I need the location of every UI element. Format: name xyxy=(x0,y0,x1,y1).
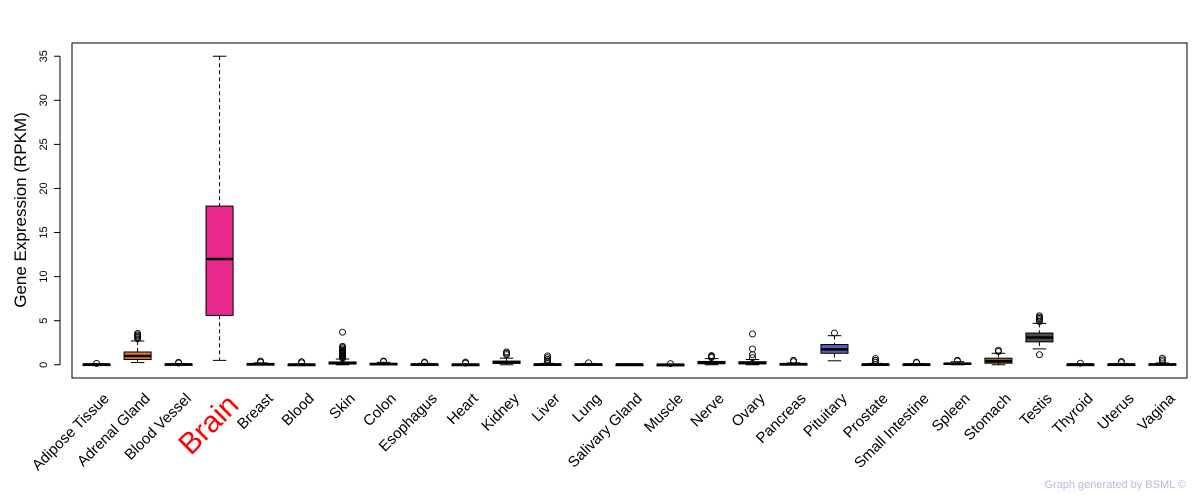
y-tick-label: 15 xyxy=(38,226,50,238)
y-tick-label: 20 xyxy=(38,182,50,194)
box-thyroid xyxy=(1066,359,1095,367)
y-axis-label: Gene Expression (RPKM) xyxy=(11,112,30,308)
x-tick-label: Lung xyxy=(569,390,605,426)
y-tick-label: 35 xyxy=(38,50,50,62)
outlier-point xyxy=(462,358,469,366)
outlier-point xyxy=(585,359,592,367)
outlier-point xyxy=(1035,312,1043,320)
x-tick-label: Kidney xyxy=(478,390,523,435)
x-tick-label: Thyroid xyxy=(1049,390,1096,437)
outlier-point xyxy=(1117,357,1125,365)
x-tick-label: Nerve xyxy=(687,390,727,430)
outlier-point xyxy=(1076,359,1084,367)
outlier-point xyxy=(708,352,715,359)
box-colon xyxy=(369,357,398,366)
outlier-point xyxy=(134,330,142,337)
box-lung xyxy=(574,359,603,367)
y-tick-label: 0 xyxy=(38,362,50,368)
box-skin xyxy=(328,328,357,366)
x-tick-label: Vagina xyxy=(1134,390,1179,435)
outlier-point xyxy=(93,360,101,367)
box-adrenal-gland xyxy=(123,330,152,364)
outlier-point xyxy=(994,346,1002,354)
y-tick-label: 5 xyxy=(38,318,50,324)
outlier-point xyxy=(872,358,879,366)
outlier-point xyxy=(380,357,387,365)
outlier-point xyxy=(749,330,756,338)
box-testis xyxy=(1025,312,1054,359)
outlier-point xyxy=(544,356,551,363)
outlier-point xyxy=(1158,354,1166,362)
outlier-point xyxy=(831,329,838,337)
box-blood-vessel xyxy=(164,358,193,367)
x-tick-label: Liver xyxy=(529,390,564,425)
box-breast xyxy=(246,357,275,366)
box-stomach xyxy=(984,346,1013,366)
box-uterus xyxy=(1107,357,1136,367)
footer-credit: Graph generated by BSML © xyxy=(1044,479,1186,491)
x-tick-label: Blood xyxy=(279,390,318,429)
x-tick-label: Muscle xyxy=(641,390,687,436)
y-tick-label: 25 xyxy=(38,138,50,150)
outlier-point xyxy=(790,356,797,364)
box-prostate xyxy=(861,355,890,366)
outlier-point xyxy=(339,342,347,350)
y-tick-label: 30 xyxy=(38,94,50,106)
outlier-point xyxy=(339,328,347,336)
outlier-point xyxy=(1158,356,1166,364)
y-tick-label: 10 xyxy=(38,270,50,282)
box-vagina xyxy=(1148,354,1177,366)
outlier-point xyxy=(544,354,551,362)
x-tick-label: Uterus xyxy=(1094,390,1137,433)
outlier-point xyxy=(503,348,510,356)
outlier-point xyxy=(1035,351,1043,359)
x-tick-label: Heart xyxy=(444,390,483,429)
outlier-point xyxy=(912,358,920,366)
box-spleen xyxy=(943,356,972,366)
x-tick-label: Salivary Gland xyxy=(565,390,646,471)
outlier-point xyxy=(872,355,879,363)
outlier-point xyxy=(175,358,183,366)
outlier-point xyxy=(667,360,674,368)
outlier-point xyxy=(421,358,428,366)
y-axis: 0 5 10 15 20 25 30 35 xyxy=(38,50,61,368)
box-blood xyxy=(287,358,316,367)
box-liver xyxy=(533,352,562,366)
boxplot-series xyxy=(82,55,1177,368)
box-brain xyxy=(205,55,234,361)
box-ovary xyxy=(738,330,767,366)
outlier-point xyxy=(1158,358,1166,366)
outlier-point xyxy=(298,358,306,366)
box-esophagus xyxy=(410,358,439,367)
x-tick-label: Skin xyxy=(326,390,359,423)
outlier-point xyxy=(749,354,756,362)
box-kidney xyxy=(492,348,521,366)
box-muscle xyxy=(656,360,685,368)
x-tick-label: Small Intestine xyxy=(851,390,933,472)
box-small-intestine xyxy=(902,358,931,367)
box-pituitary xyxy=(820,329,849,362)
outlier-point xyxy=(872,356,879,364)
outlier-point xyxy=(257,357,265,365)
outlier-point xyxy=(544,352,551,360)
box-adipose-tissue xyxy=(82,360,111,367)
plot-frame xyxy=(71,42,1188,379)
outlier-point xyxy=(953,356,961,364)
box-salivary-gland xyxy=(615,363,644,367)
box-nerve xyxy=(697,352,726,366)
x-tick-label: Testis xyxy=(1016,390,1055,429)
iqr-box xyxy=(205,205,234,316)
box-pancreas xyxy=(779,356,808,366)
box-heart xyxy=(451,358,480,367)
outlier-point xyxy=(749,345,756,353)
